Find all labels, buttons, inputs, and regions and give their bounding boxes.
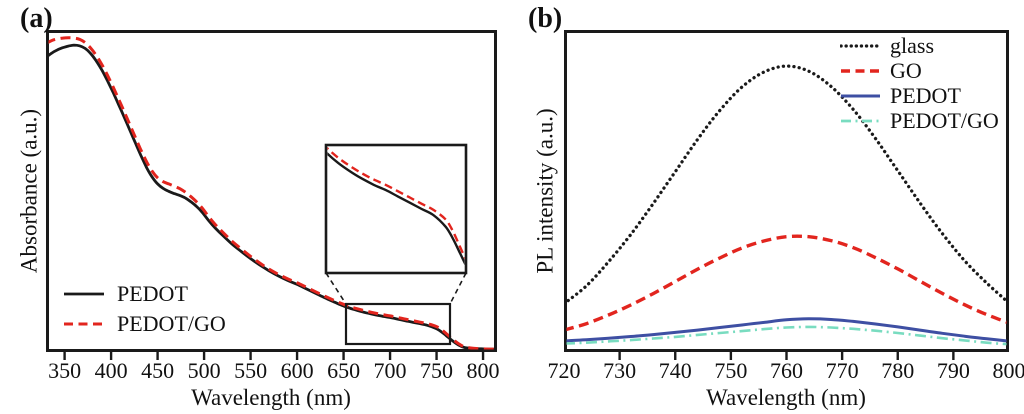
legend-item-glass: glass	[840, 33, 934, 59]
panel-a-y-axis-title: Absorbance (a.u.)	[16, 108, 42, 274]
inset-box	[324, 143, 468, 275]
legend-item-pedot-b: PEDOT	[840, 83, 961, 109]
x-tick-label: 730	[603, 358, 637, 383]
glass-curve-b	[566, 64, 1007, 304]
x-tick-label: 780	[881, 358, 915, 383]
legend-item-pedot-a: PEDOT	[63, 281, 188, 307]
pedot-go-b-line-sample	[841, 119, 880, 123]
legend-label-go: GO	[890, 58, 922, 83]
x-tick-label: 770	[825, 358, 859, 383]
x-tick-label: 700	[373, 358, 407, 383]
x-tick-label: 550	[234, 358, 268, 383]
x-tick-label: 500	[187, 358, 221, 383]
pedot-curve-b	[566, 317, 1007, 343]
panel-a-x-axis-title: Wavelength (nm)	[191, 385, 351, 410]
go-curve-b	[566, 234, 1007, 332]
x-tick-label: 720	[547, 358, 581, 383]
legend-label-pedot-go-b: PEDOT/GO	[890, 108, 999, 133]
pedot-inset-curve	[327, 152, 465, 266]
pedot-go-curve-a	[48, 36, 495, 350]
pedot-go-curve-b	[566, 325, 1007, 346]
panel-a-label: (a)	[20, 3, 53, 34]
pedot-line-sample	[64, 292, 104, 296]
x-tick-label: 450	[141, 358, 175, 383]
inset-connector-left	[325, 272, 347, 305]
x-tick-label: 800	[992, 358, 1024, 383]
x-tick-label: 790	[936, 358, 970, 383]
x-tick-label: 750	[420, 358, 454, 383]
panel-b-y-axis-title: PL intensity (a.u.)	[532, 108, 558, 274]
legend-item-go: GO	[840, 58, 922, 84]
legend-label-pedot-b: PEDOT	[890, 83, 961, 108]
x-tick-label: 800	[466, 358, 500, 383]
x-tick-label: 400	[94, 358, 128, 383]
x-tick-label: 600	[280, 358, 314, 383]
panel-a-axes-box	[46, 30, 497, 352]
pedot-b-line-sample	[841, 94, 880, 98]
x-tick-label: 760	[770, 358, 803, 383]
legend-item-pedot-go-b: PEDOT/GO	[840, 108, 999, 134]
x-tick-label: 350	[48, 358, 82, 383]
panel-b-x-axis-title: Wavelength (nm)	[706, 385, 866, 410]
legend-item-pedot-go-a: PEDOT/GO	[63, 311, 226, 337]
x-tick-label: 750	[714, 358, 748, 383]
pedot-curve-a	[48, 43, 495, 350]
x-tick-label: 650	[327, 358, 361, 383]
pedot-go-line-sample	[64, 322, 104, 326]
x-tick-label: 740	[658, 358, 692, 383]
zoom-region-rect	[344, 302, 452, 346]
glass-line-sample	[840, 44, 881, 48]
go-line-sample	[841, 69, 880, 73]
pedot-go-inset-curve	[327, 146, 465, 260]
panel-b-axes-box	[564, 30, 1009, 352]
panel-b-label: (b)	[528, 3, 563, 34]
legend-label-pedot-go-a: PEDOT/GO	[117, 311, 226, 336]
legend-label-pedot-a: PEDOT	[117, 281, 188, 306]
inset-connector-right	[449, 272, 467, 305]
legend-label-glass: glass	[890, 33, 934, 58]
